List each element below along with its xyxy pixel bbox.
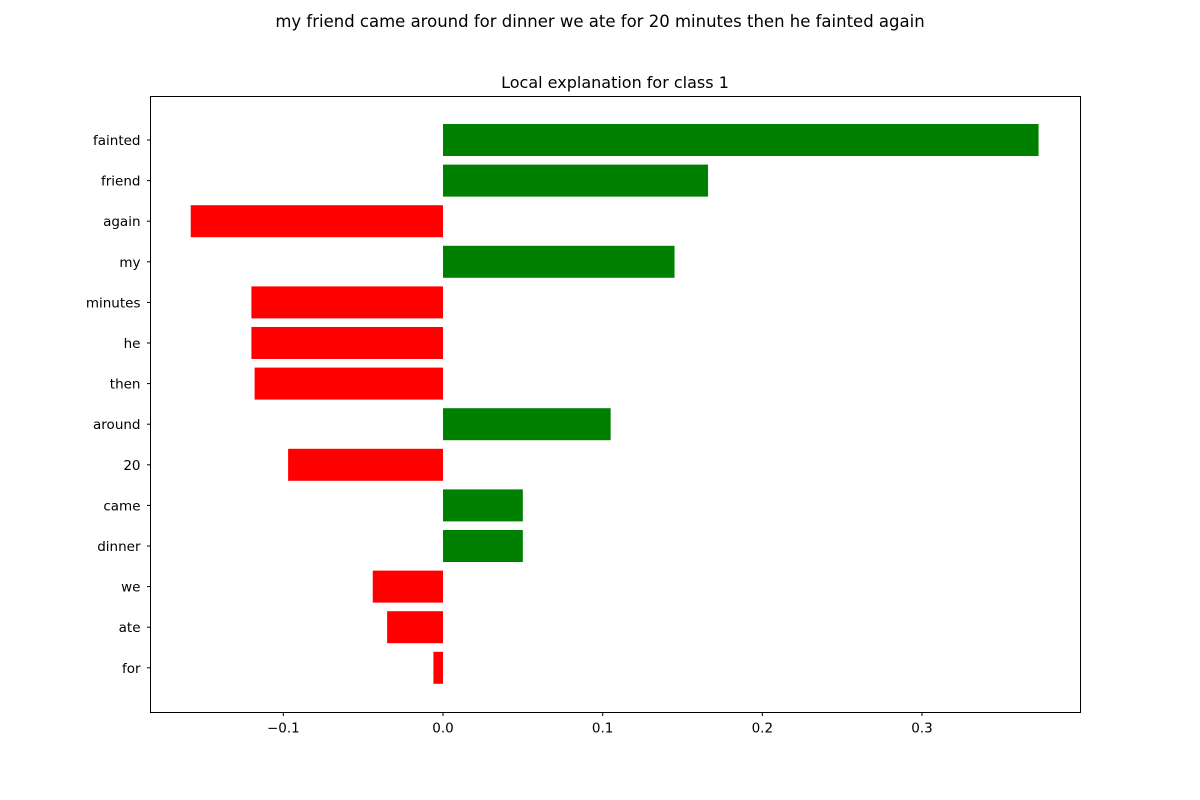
bar-fainted bbox=[443, 124, 1039, 156]
y-tick-label-minutes: minutes bbox=[86, 295, 141, 311]
bar-again bbox=[190, 205, 443, 238]
bar-he bbox=[251, 327, 443, 359]
x-tick-label: 0.0 bbox=[432, 721, 453, 737]
bar-minutes bbox=[251, 286, 443, 319]
x-tick-label: 0.1 bbox=[592, 721, 613, 737]
bar-for bbox=[433, 651, 443, 684]
y-tick-label-then: then bbox=[110, 377, 141, 393]
bar-then bbox=[254, 367, 443, 400]
y-tick-label-again: again bbox=[103, 214, 140, 230]
bar-ate bbox=[387, 611, 443, 644]
y-tick-label-he: he bbox=[124, 336, 141, 352]
bar-my bbox=[443, 245, 675, 278]
x-tick-label: 0.3 bbox=[911, 721, 932, 737]
y-tick-label-my: my bbox=[119, 255, 140, 271]
y-tick-label-came: came bbox=[103, 498, 140, 514]
bars-group bbox=[190, 124, 1039, 684]
figure-suptitle: my friend came around for dinner we ate … bbox=[275, 12, 925, 31]
y-tick-label-for: for bbox=[122, 661, 141, 677]
y-tick-label-ate: ate bbox=[119, 620, 141, 636]
y-axis-ticks: fainted friend again my minutes he then around 2… bbox=[86, 133, 151, 677]
bar-came bbox=[443, 489, 523, 522]
chart-title: Local explanation for class 1 bbox=[501, 73, 729, 92]
bar-around bbox=[443, 408, 611, 441]
x-tick-label: 0.2 bbox=[752, 721, 773, 737]
bar-20 bbox=[288, 448, 443, 481]
y-tick-label-around: around bbox=[93, 417, 140, 433]
bar-dinner bbox=[443, 530, 523, 562]
axes-frame bbox=[150, 96, 1081, 713]
y-tick-label-fainted: fainted bbox=[93, 133, 141, 149]
x-tick-label: −0.1 bbox=[267, 721, 300, 737]
bar-friend bbox=[443, 164, 709, 197]
x-axis-ticks: −0.1 0.0 0.1 0.2 0.3 bbox=[267, 712, 933, 737]
y-tick-label-20: 20 bbox=[123, 458, 140, 474]
y-tick-label-friend: friend bbox=[101, 174, 141, 190]
y-tick-label-dinner: dinner bbox=[97, 539, 141, 555]
bar-we bbox=[372, 570, 443, 603]
y-tick-label-we: we bbox=[121, 580, 140, 596]
